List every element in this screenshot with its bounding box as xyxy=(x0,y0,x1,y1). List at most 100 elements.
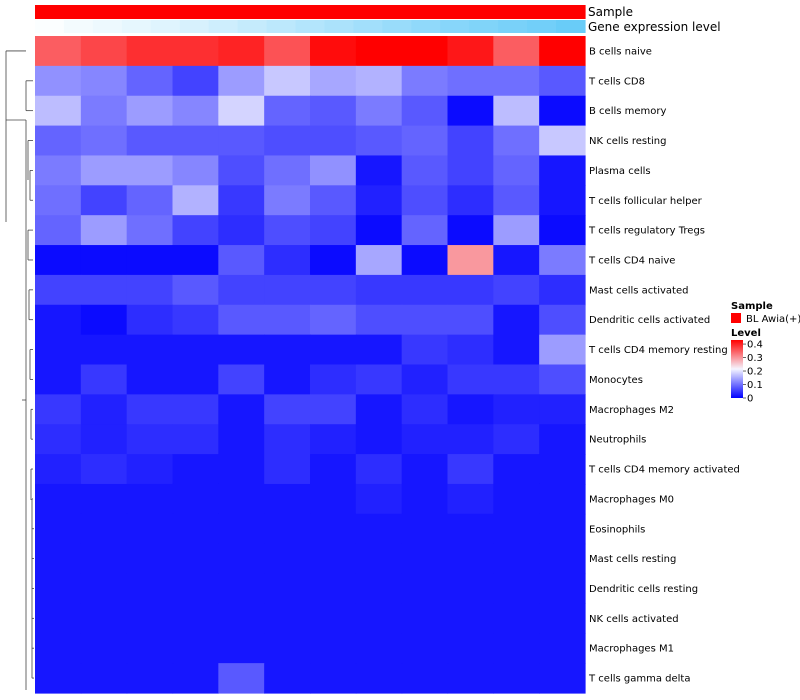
heatmap-cell xyxy=(172,454,219,485)
expression-annotation-cell xyxy=(324,20,355,33)
heatmap-cell xyxy=(35,454,82,485)
heatmap-cell xyxy=(355,215,403,246)
heatmap-cell xyxy=(493,603,540,634)
heatmap-cell xyxy=(493,65,540,97)
heatmap-cell xyxy=(355,513,403,545)
sample-annotation-cell xyxy=(295,5,326,19)
heatmap-cell xyxy=(218,125,265,157)
heatmap-cell xyxy=(447,95,494,127)
heatmap-cell xyxy=(126,633,174,664)
heatmap-cell xyxy=(447,334,494,366)
heatmap-cell xyxy=(264,215,311,246)
heatmap-cell xyxy=(35,215,82,246)
heatmap-cell xyxy=(401,424,449,455)
legend: Sample BL Awia(+) Level 0.4 0.3 0.2 0.1 0 xyxy=(731,301,800,405)
heatmap-cell xyxy=(218,424,265,455)
heatmap-cell xyxy=(126,483,174,515)
heatmap-cell xyxy=(401,185,449,216)
heatmap-cell xyxy=(218,334,265,366)
heatmap-cell xyxy=(172,245,219,276)
row-label: T cells regulatory Tregs xyxy=(588,226,705,237)
heatmap-cell xyxy=(310,663,357,694)
heatmap-cell xyxy=(310,36,357,67)
row-label: Neutrophils xyxy=(589,435,646,446)
heatmap-cell xyxy=(401,274,449,306)
heatmap-cell xyxy=(126,663,174,694)
heatmap-cell xyxy=(310,274,357,306)
heatmap-cell xyxy=(447,364,494,395)
heatmap-cell xyxy=(126,334,174,366)
heatmap-cell xyxy=(310,155,357,186)
heatmap-cell xyxy=(172,364,219,395)
legend-tick-label: 0.1 xyxy=(747,380,763,391)
heatmap-cell xyxy=(539,424,586,455)
sample-annotation-cell xyxy=(237,5,268,19)
heatmap-cell xyxy=(264,304,311,336)
heatmap-cell xyxy=(401,36,449,67)
expression-annotation-cell xyxy=(179,20,210,33)
heatmap-cell xyxy=(401,633,449,664)
heatmap-cell xyxy=(80,155,128,186)
heatmap-cell xyxy=(126,185,174,216)
heatmap-cell xyxy=(172,513,219,545)
heatmap-cell xyxy=(172,155,219,186)
heatmap-cell xyxy=(172,274,219,306)
heatmap-cell xyxy=(355,125,403,157)
heatmap-cell xyxy=(172,424,219,455)
heatmap-cell xyxy=(310,95,357,127)
heatmap-cell xyxy=(80,483,128,515)
heatmap-cell xyxy=(355,334,403,366)
heatmap-cell xyxy=(35,334,82,366)
heatmap-cell xyxy=(310,185,357,216)
heatmap-cell xyxy=(126,603,174,634)
expression-annotation-cell xyxy=(411,20,441,33)
heatmap-cell xyxy=(80,424,128,455)
heatmap-cell xyxy=(35,304,82,336)
heatmap-cell xyxy=(80,215,128,246)
heatmap-cell xyxy=(401,573,449,605)
heatmap-cell xyxy=(447,663,494,694)
sample-annotation-cell xyxy=(556,5,586,19)
expression-annotation-cell xyxy=(440,20,470,33)
heatmap-cell xyxy=(172,185,219,216)
heatmap-cell xyxy=(80,65,128,97)
legend-sample-swatch xyxy=(731,313,741,323)
heatmap-cell xyxy=(493,245,540,276)
annotation-label-sample: Sample xyxy=(588,5,633,19)
heatmap-cell xyxy=(35,95,82,127)
row-label: NK cells resting xyxy=(589,136,666,147)
heatmap-cell xyxy=(310,513,357,545)
expression-annotation-cell xyxy=(353,20,383,33)
sample-annotation-bar xyxy=(35,5,586,19)
heatmap-cell xyxy=(310,603,357,634)
expression-annotation-cell xyxy=(35,20,65,33)
heatmap-cell xyxy=(126,394,174,425)
sample-annotation-cell xyxy=(121,5,152,19)
heatmap-cells xyxy=(35,36,586,694)
heatmap-cell xyxy=(80,185,128,216)
heatmap-cell xyxy=(126,36,174,67)
expression-annotation-cell xyxy=(150,20,181,33)
heatmap-cell xyxy=(218,543,265,575)
heatmap-cell xyxy=(218,65,265,97)
legend-level-colorbar xyxy=(731,340,743,398)
heatmap-cell xyxy=(493,364,540,395)
heatmap-cell xyxy=(35,513,82,545)
heatmap-cell xyxy=(355,304,403,336)
heatmap-cell xyxy=(355,603,403,634)
heatmap-cell xyxy=(447,394,494,425)
heatmap-cell xyxy=(35,364,82,395)
heatmap-cell xyxy=(310,483,357,515)
heatmap-cell xyxy=(539,394,586,425)
heatmap-cell xyxy=(264,65,311,97)
heatmap-cell xyxy=(401,95,449,127)
heatmap-cell xyxy=(218,483,265,515)
heatmap-cell xyxy=(539,245,586,276)
heatmap-cell xyxy=(264,125,311,157)
heatmap-cell xyxy=(218,36,265,67)
heatmap-cell xyxy=(355,155,403,186)
heatmap-cell xyxy=(218,245,265,276)
heatmap-cell xyxy=(401,155,449,186)
legend-tick-label: 0.4 xyxy=(747,340,763,351)
